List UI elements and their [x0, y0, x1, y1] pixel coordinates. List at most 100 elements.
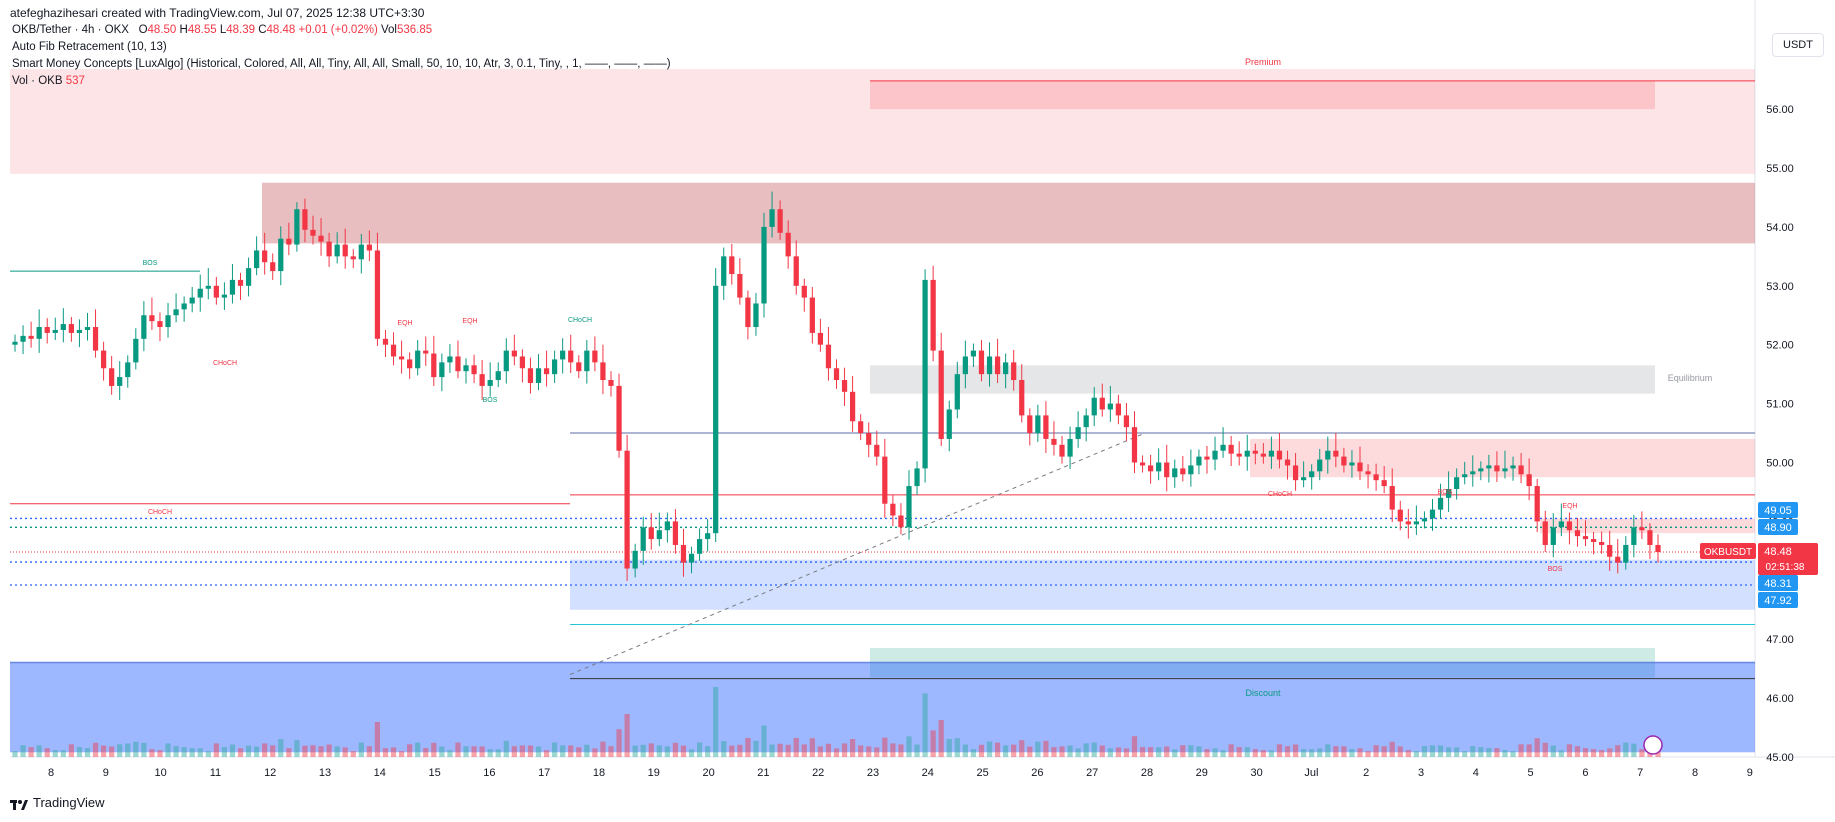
volume-bar	[149, 749, 155, 757]
volume-bar	[1623, 742, 1629, 757]
volume-bar	[737, 744, 743, 757]
flash-icon	[1643, 735, 1663, 755]
candle-body	[1011, 362, 1017, 381]
premium-zone	[10, 69, 1755, 174]
candle-body	[1510, 465, 1516, 469]
volume-bar	[334, 746, 340, 757]
last-price-value: 48.48	[1764, 546, 1792, 558]
candle-body	[1639, 527, 1645, 531]
candle-body	[914, 468, 920, 487]
price-tag-value: 49.05	[1764, 505, 1792, 517]
volume-bar	[624, 714, 630, 757]
volume-bar	[914, 744, 920, 757]
x-tick-label: 27	[1086, 767, 1098, 779]
volume-bar	[205, 751, 211, 757]
candle-body	[858, 421, 864, 434]
indicator-volume[interactable]: Vol · OKB 537	[12, 75, 85, 87]
candle-body	[479, 374, 485, 386]
candle-body	[1429, 509, 1436, 519]
volume-bar	[1051, 747, 1057, 757]
candle-body	[1542, 521, 1548, 545]
volume-bar	[1486, 748, 1492, 757]
volume-bar	[543, 750, 550, 757]
volume-bar	[527, 745, 534, 757]
x-tick-label: 10	[154, 767, 166, 779]
volume-bar	[1566, 744, 1573, 757]
volume-bar	[785, 744, 791, 757]
volume-bar	[833, 748, 840, 757]
volume-bar	[1590, 749, 1597, 757]
volume-bar	[535, 746, 542, 757]
candle-body	[423, 350, 429, 354]
candle-body	[1212, 450, 1218, 460]
y-tick-label: 46.00	[1766, 693, 1794, 705]
candle-body	[278, 238, 284, 272]
volume-bar	[1526, 744, 1532, 757]
volume-bar	[1276, 744, 1283, 757]
x-tick-label: 23	[867, 767, 879, 779]
candle-body	[487, 380, 493, 386]
volume-indicator-label: Vol · OKB	[12, 75, 63, 87]
candle-body	[632, 550, 638, 569]
candle-body	[576, 362, 582, 372]
volume-bar	[141, 742, 147, 757]
volume-bar	[262, 743, 268, 757]
candle-body	[1502, 468, 1508, 472]
volume-bar	[1268, 750, 1275, 757]
indicator-fib[interactable]: Auto Fib Retracement (10, 13)	[12, 41, 167, 53]
candle-body	[616, 385, 622, 451]
currency-button[interactable]: USDT	[1772, 33, 1824, 57]
candle-body	[189, 297, 195, 304]
candle-body	[302, 209, 308, 230]
structure-label-bos: BOS	[143, 260, 158, 267]
candle-body	[149, 315, 155, 322]
volume-bar	[705, 746, 711, 757]
indicator-smc[interactable]: Smart Money Concepts [LuxAlgo] (Historic…	[12, 58, 671, 70]
candle-body	[664, 521, 670, 531]
volume-bar	[197, 748, 203, 757]
volume-bar	[1180, 745, 1186, 757]
volume-bar	[36, 745, 42, 757]
volume-bar	[1027, 746, 1033, 757]
volume-bar	[1115, 747, 1122, 757]
candle-body	[705, 533, 711, 540]
candle-body	[358, 244, 364, 260]
volume-bar	[1445, 747, 1452, 757]
last-price-tag	[1758, 543, 1818, 575]
volume-bar	[1260, 750, 1266, 757]
volume-bars	[12, 687, 1661, 757]
candle-body	[1405, 521, 1411, 525]
volume-bar	[1381, 746, 1387, 757]
volume-bar	[503, 740, 509, 757]
candle-body	[801, 285, 807, 298]
volume-bar	[1502, 750, 1508, 757]
price-tag-value: 48.90	[1764, 522, 1792, 534]
candle-body	[994, 356, 1001, 375]
volume-bar	[1284, 746, 1291, 757]
structure-label-eqh: EQH	[1562, 503, 1577, 510]
volume-bar	[431, 742, 437, 757]
volume-bar	[656, 745, 662, 757]
volume-bar	[1139, 747, 1146, 757]
candle-body	[519, 356, 526, 369]
x-tick-label: 21	[757, 767, 769, 779]
symbol-name[interactable]: OKB/Tether · 4h · OKX	[12, 24, 129, 36]
candle-body	[680, 544, 687, 563]
volume-bar	[1220, 750, 1226, 757]
candle-body	[92, 327, 99, 351]
volume-bar	[1091, 742, 1097, 757]
volume-bar	[189, 748, 195, 757]
volume-bar	[133, 741, 139, 757]
candle-body	[390, 344, 397, 357]
x-tick-label: 13	[319, 767, 331, 779]
high-label: H	[179, 24, 188, 36]
candle-body	[1470, 471, 1476, 475]
candle-body	[624, 450, 630, 569]
volume-bar	[374, 722, 381, 757]
candle-body	[849, 391, 856, 422]
volume-bar	[294, 740, 300, 757]
candle-body	[922, 279, 928, 469]
volume-bar	[874, 747, 880, 757]
candle-body	[1309, 471, 1315, 478]
